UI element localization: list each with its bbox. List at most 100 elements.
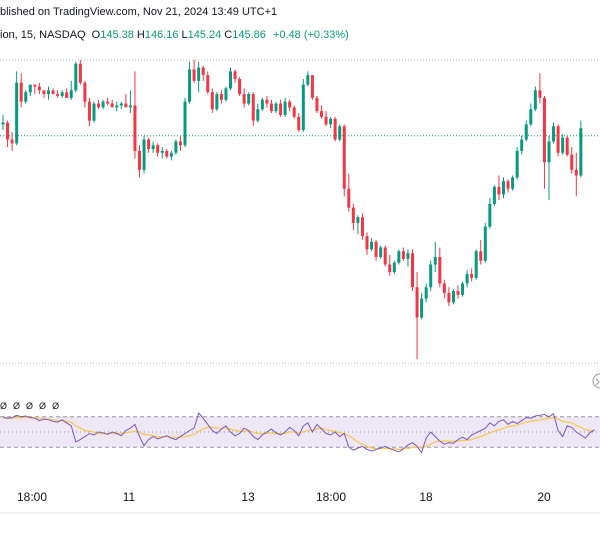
candle-body <box>511 177 515 189</box>
candle-body <box>15 82 19 144</box>
candle-body <box>579 128 583 176</box>
candle-body <box>565 137 569 155</box>
time-axis: 18:00 11 13 18:00 18 20 <box>0 490 600 514</box>
candle <box>133 71 137 159</box>
candle <box>479 239 483 265</box>
candle <box>156 143 160 157</box>
candle-body <box>456 291 460 295</box>
ohlc-values: O145.38 H146.16 L145.24 C145.86 <box>89 29 266 41</box>
candle-body <box>483 226 487 261</box>
candle <box>6 120 10 148</box>
candle <box>265 95 269 108</box>
candle-body <box>101 101 105 108</box>
rsi-legend-value: Ø <box>52 401 60 411</box>
candle-body <box>78 63 82 83</box>
candle <box>324 111 328 127</box>
rsi-legend-value: Ø <box>0 401 8 411</box>
candle <box>429 260 433 292</box>
candle-body <box>329 118 333 125</box>
candle <box>242 88 246 108</box>
candle <box>283 97 287 117</box>
candle-body <box>552 126 556 142</box>
candle-body <box>69 90 73 98</box>
ohlc-value-l: 145.24 <box>187 29 222 41</box>
candle <box>315 95 319 114</box>
candle <box>374 239 378 261</box>
candle-body <box>397 251 401 263</box>
time-axis-label: 13 <box>241 490 255 504</box>
candle-body <box>28 84 32 93</box>
candle <box>570 147 574 174</box>
candle <box>442 279 446 299</box>
candle <box>110 99 114 108</box>
candle <box>547 135 551 201</box>
candle-body <box>10 139 14 144</box>
candle-body <box>87 101 91 121</box>
candle-body <box>115 105 119 108</box>
candle <box>15 71 19 146</box>
candle-body <box>392 262 396 273</box>
ohlc-key-h: H <box>136 29 145 41</box>
candle <box>229 67 232 91</box>
candle <box>115 101 119 112</box>
candle <box>420 292 424 320</box>
candle <box>251 92 255 127</box>
ohlc-key-c: C <box>224 29 233 41</box>
candle-body <box>365 236 369 250</box>
time-axis-label: 11 <box>123 490 136 504</box>
candle <box>19 73 23 108</box>
price-change: +0.48 (+0.33%) <box>272 29 349 41</box>
ohlc-key-o: O <box>91 29 101 41</box>
candle <box>497 175 501 201</box>
candle-body <box>461 283 465 295</box>
candle-body <box>128 105 132 108</box>
candle <box>188 61 192 104</box>
candle <box>383 245 387 267</box>
candle <box>406 249 410 267</box>
candle-body <box>178 141 182 146</box>
candle <box>329 116 333 129</box>
candle <box>224 86 228 102</box>
candle <box>147 137 151 153</box>
candle <box>474 249 478 280</box>
candle-body <box>533 90 537 110</box>
candle <box>183 97 187 148</box>
candle <box>119 101 123 110</box>
candle-body <box>292 107 296 117</box>
candle-body <box>192 69 196 81</box>
ohlc-key-l: L <box>181 29 188 41</box>
candle <box>138 145 141 178</box>
candle <box>165 149 169 159</box>
candle <box>238 77 242 96</box>
candle-body <box>479 251 483 261</box>
rsi-legend-value: Ø <box>39 401 47 411</box>
candle-body <box>465 273 469 284</box>
candle <box>411 249 414 292</box>
ohlc-value-o: 145.38 <box>100 29 134 41</box>
candle-body <box>224 88 228 100</box>
scroll-to-latest-button[interactable] <box>592 373 600 389</box>
candle <box>470 268 474 282</box>
candle <box>320 105 323 119</box>
candle-body <box>288 101 292 108</box>
candle <box>274 101 278 114</box>
candle-body <box>333 118 337 140</box>
candle-body <box>447 292 451 303</box>
candle-body <box>106 101 110 104</box>
candle <box>388 255 392 276</box>
candle <box>461 281 465 297</box>
candle <box>151 141 155 153</box>
candle-body <box>251 94 255 121</box>
candle-body <box>370 241 374 250</box>
candle <box>465 270 469 288</box>
candle <box>342 124 346 197</box>
candle-body <box>1 122 5 125</box>
time-axis-label: 20 <box>537 490 551 504</box>
candle-body <box>383 247 387 265</box>
candle-body <box>65 92 69 98</box>
candle-body <box>6 122 10 140</box>
candle-body <box>151 145 155 150</box>
candle <box>379 245 383 259</box>
candle-body <box>442 283 446 293</box>
